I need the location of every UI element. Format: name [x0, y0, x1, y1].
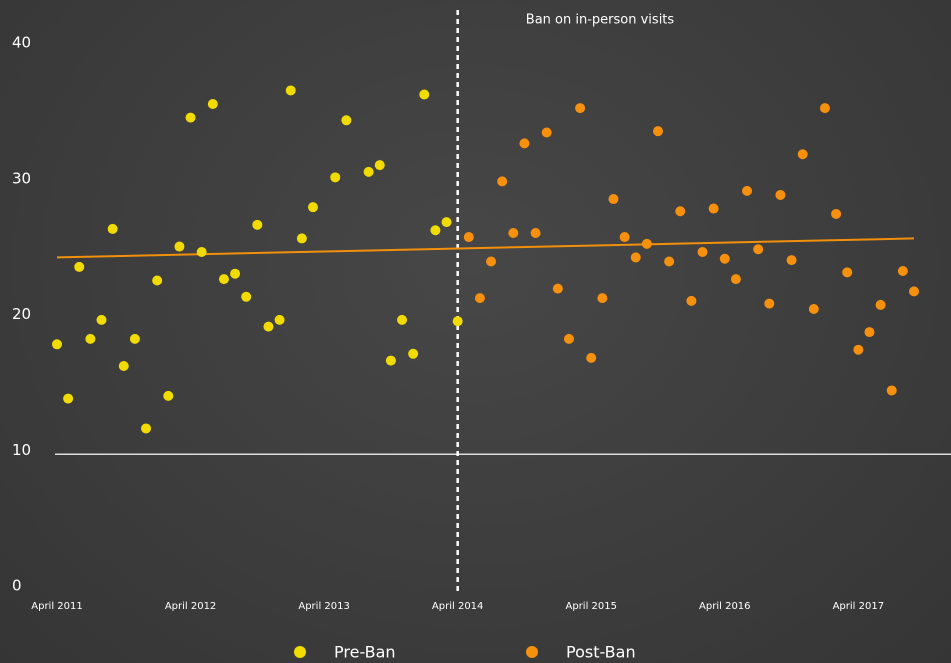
legend-marker — [294, 646, 306, 658]
point — [575, 103, 586, 114]
point — [586, 352, 597, 363]
point — [196, 246, 207, 257]
trend-line — [56, 237, 915, 259]
x-tick-label: April 2013 — [298, 601, 349, 612]
point — [185, 112, 196, 123]
point — [163, 390, 174, 401]
point — [508, 227, 519, 238]
point — [897, 265, 908, 276]
point — [218, 274, 229, 285]
point — [207, 99, 218, 110]
y-tick-label: 20 — [12, 305, 31, 323]
point — [541, 127, 552, 138]
point — [831, 208, 842, 219]
point — [552, 283, 563, 294]
point — [697, 246, 708, 257]
point — [641, 238, 652, 249]
point — [408, 348, 419, 359]
point — [753, 244, 764, 255]
point — [853, 344, 864, 355]
point — [241, 291, 252, 302]
x-tick-label: April 2012 — [165, 601, 216, 612]
y-tick-label: 10 — [12, 441, 31, 459]
x-tick-label: April 2011 — [31, 601, 82, 612]
y-tick-label: 30 — [12, 169, 31, 187]
point — [141, 423, 152, 434]
point — [819, 103, 830, 114]
point — [909, 286, 919, 297]
point — [797, 149, 808, 160]
point — [107, 223, 118, 234]
point — [430, 225, 441, 236]
point — [230, 268, 241, 279]
legend-marker — [526, 646, 538, 658]
point — [452, 316, 463, 327]
point — [519, 138, 530, 149]
x-tick-label: April 2014 — [432, 601, 483, 612]
point — [619, 232, 630, 243]
point — [174, 241, 185, 252]
x-tick-label: April 2016 — [699, 601, 750, 612]
point — [864, 327, 875, 338]
point — [263, 321, 274, 332]
point — [474, 293, 485, 304]
annotation: Ban on in-person visits — [526, 13, 675, 28]
point — [808, 303, 819, 314]
point — [63, 393, 74, 404]
y-tick-label: 40 — [12, 34, 31, 52]
point — [630, 252, 641, 263]
point — [653, 126, 664, 137]
point — [530, 227, 541, 238]
y-tick-label: 0 — [12, 577, 22, 595]
point — [252, 219, 263, 230]
point — [85, 333, 96, 344]
point — [775, 189, 786, 200]
point — [96, 314, 107, 325]
point — [441, 217, 452, 228]
point — [52, 339, 62, 350]
point — [486, 256, 497, 267]
point — [307, 202, 318, 213]
point — [686, 295, 697, 306]
point — [74, 261, 85, 272]
point — [296, 233, 307, 244]
point — [129, 333, 140, 344]
point — [875, 299, 886, 310]
point — [274, 314, 285, 325]
point — [708, 203, 719, 214]
point — [397, 314, 408, 325]
point — [675, 206, 686, 217]
point — [385, 355, 396, 366]
point — [597, 293, 608, 304]
point — [285, 85, 296, 96]
point — [419, 89, 430, 100]
legend-label: Pre-Ban — [334, 643, 396, 662]
point — [463, 232, 474, 243]
point — [563, 333, 574, 344]
point — [330, 172, 341, 183]
x-tick-label: April 2015 — [565, 601, 616, 612]
point — [730, 274, 741, 285]
point — [608, 194, 619, 205]
point — [719, 253, 730, 264]
point — [152, 275, 163, 286]
point — [497, 176, 508, 187]
point — [886, 385, 897, 396]
point — [363, 166, 374, 177]
point — [786, 255, 797, 266]
point — [341, 115, 352, 126]
point — [664, 256, 675, 267]
point — [842, 267, 853, 278]
point — [374, 160, 385, 171]
point — [742, 185, 753, 196]
point — [118, 361, 129, 372]
x-tick-label: April 2017 — [833, 601, 884, 612]
legend-label: Post-Ban — [566, 643, 636, 662]
point — [764, 298, 775, 309]
